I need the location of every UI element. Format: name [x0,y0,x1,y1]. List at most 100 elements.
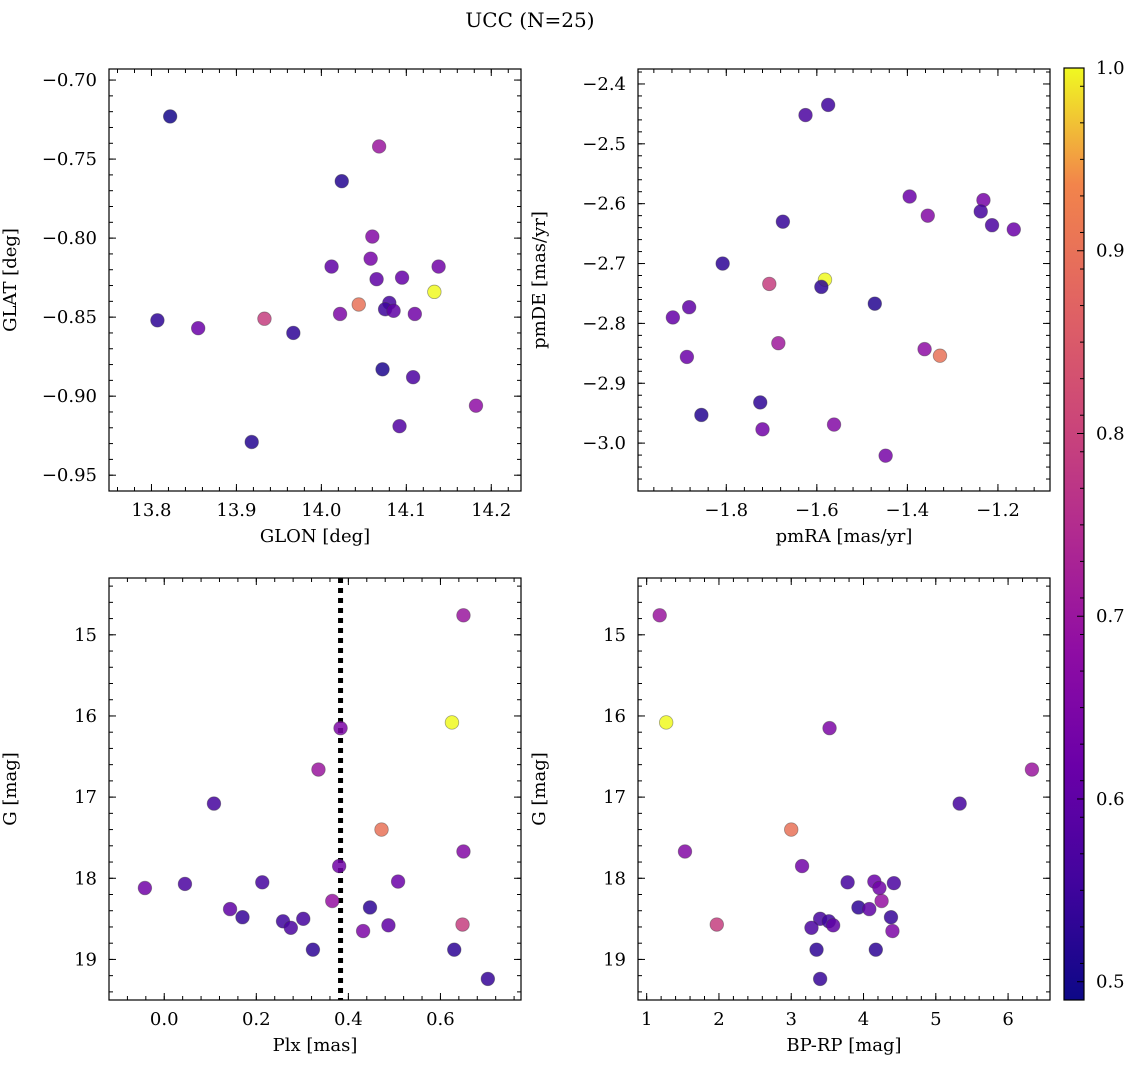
data-point [822,720,837,736]
data-point [468,398,484,413]
p3-ylabel: G [mag] [0,752,21,825]
data-point [755,422,770,437]
p4-xlabel: BP-RP [mag] [786,1035,901,1056]
panel-glon-glat: 13.8 13.9 14.0 14.1 14.2 −0.70 −0.75 −0.80 −0.85… [0,68,522,547]
data-point [369,272,384,287]
data-point [206,796,222,811]
data-point [812,971,828,987]
data-point [658,715,674,730]
data-point [325,893,340,909]
p2-ticks: −1.8 −1.6 −1.4 −1.2 −2.4 −2.5 −2.6 −2.7 −2.8 −2.9… [582,69,1050,521]
data-point [374,822,389,837]
y-tick-label: 18 [74,868,97,889]
x-tick-label: −1.8 [704,500,748,521]
data-point [883,910,899,925]
data-point [820,97,836,113]
data-point [878,448,893,463]
data-point [809,942,824,957]
p1-points [150,109,484,450]
data-point [679,349,695,365]
x-tick-label: 0.6 [426,1009,455,1030]
x-tick-label: 14.0 [301,500,341,521]
data-point [390,874,406,889]
data-point [222,901,238,917]
y-tick-label: −0.70 [42,70,97,91]
data-point [456,844,471,859]
x-tick-label: −1.2 [976,500,1020,521]
data-point [681,300,697,315]
data-point [826,417,842,432]
p1-xlabel: GLON [deg] [260,526,370,547]
data-point [455,917,470,932]
colorbar-tick-label: 0.8 [1096,423,1125,444]
data-point [753,395,768,410]
p1-axes-frame [108,68,522,492]
p3-ticks: 0.0 0.2 0.4 0.6 15 16 17 18 19 [74,578,521,1030]
data-point [920,208,935,223]
data-point [952,796,967,811]
data-point [762,276,777,292]
x-tick-label: 3 [786,1009,797,1030]
p4-ticks: 1 2 3 4 5 6 15 16 17 18 19 [603,578,1050,1030]
data-point [814,279,829,295]
colorbar-tick-label: 0.6 [1096,789,1125,810]
data-point [362,900,378,915]
x-tick-label: 6 [1002,1009,1013,1030]
p4-ylabel: G [mag] [529,752,550,825]
data-point [709,917,724,932]
data-point [677,844,693,859]
y-tick-label: −2.9 [582,373,626,394]
data-point [235,910,250,925]
p1-ticks: 13.8 13.9 14.0 14.1 14.2 −0.70 −0.75 −0.80 −0.85… [42,69,521,521]
data-point [973,204,988,219]
data-point [872,880,887,896]
data-point [255,875,270,890]
y-tick-label: −0.95 [42,465,97,486]
data-point [804,920,819,935]
data-point [431,259,446,274]
figure-title: UCC (N=25) [465,8,594,32]
data-point [405,370,421,385]
data-point [365,229,380,244]
x-tick-label: 13.9 [216,500,256,521]
panel-bprp-g: 1 2 3 4 5 6 15 16 17 18 19 BP-RP [mag] G [mag] [529,577,1051,1056]
data-point [355,923,371,939]
data-point [137,880,153,896]
x-tick-label: 0.2 [242,1009,271,1030]
data-point [286,325,301,341]
data-point [480,971,496,987]
colorbar-tick-label: 0.9 [1096,241,1125,262]
y-tick-label: 16 [74,706,97,727]
x-tick-label: −1.6 [795,500,839,521]
x-tick-label: 0.0 [150,1009,179,1030]
p1-ylabel: GLAT [deg] [0,228,21,332]
data-point [917,341,932,357]
y-tick-label: 16 [603,706,626,727]
y-tick-label: 17 [74,787,97,808]
data-point [868,942,884,957]
data-point [351,297,366,312]
data-point [375,362,390,377]
data-point [394,270,410,285]
data-point [456,608,471,623]
data-point [296,911,311,927]
p2-xlabel: pmRA [mas/yr] [776,526,913,547]
y-tick-label: 19 [74,949,97,970]
data-point [283,920,299,935]
y-tick-label: 17 [603,787,626,808]
x-tick-label: −1.4 [886,500,930,521]
data-point [798,107,813,123]
y-tick-label: −2.6 [582,194,626,215]
data-point [775,214,791,229]
data-point [324,259,339,274]
data-point [332,306,348,322]
x-tick-label: 14.1 [386,500,426,521]
y-tick-label: −0.85 [42,307,97,328]
data-point [334,174,349,189]
data-point [652,608,667,623]
data-point [447,942,462,957]
y-tick-label: 15 [603,625,626,646]
data-point [902,189,917,204]
x-tick-label: 14.2 [471,500,511,521]
data-point [825,918,841,933]
